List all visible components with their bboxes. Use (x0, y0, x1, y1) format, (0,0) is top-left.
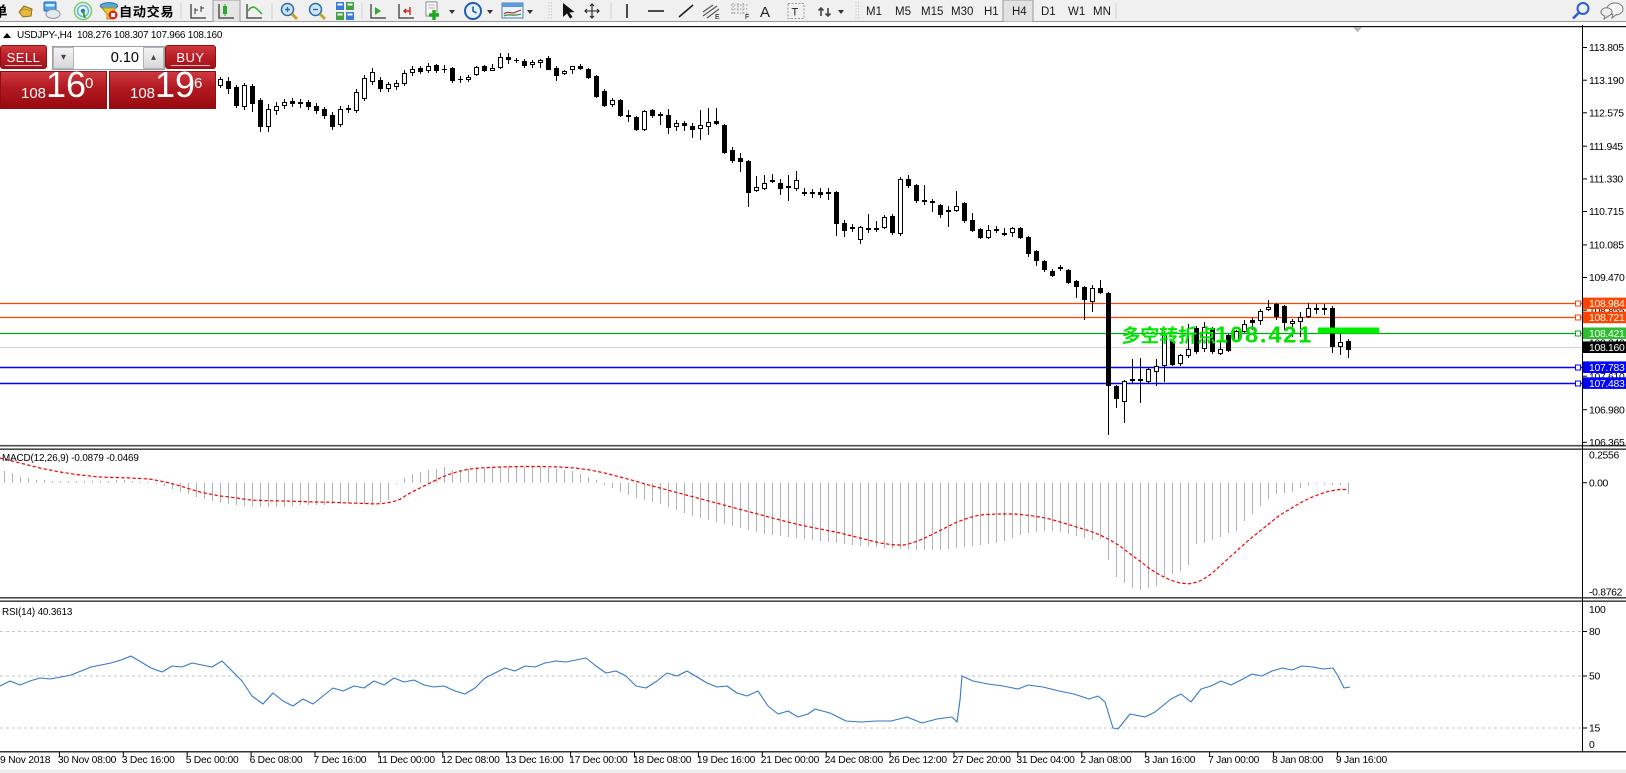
svg-text:108.984: 108.984 (1589, 299, 1625, 310)
svg-text:12 Dec 08:00: 12 Dec 08:00 (441, 755, 500, 766)
svg-text:D1: D1 (1041, 6, 1056, 18)
svg-text:17 Dec 00:00: 17 Dec 00:00 (569, 755, 628, 766)
svg-text:7 Dec 16:00: 7 Dec 16:00 (314, 755, 367, 766)
svg-text:15: 15 (1589, 724, 1600, 735)
svg-text:100: 100 (1589, 605, 1606, 616)
svg-text:H1: H1 (984, 6, 999, 18)
svg-text:50: 50 (1589, 672, 1600, 683)
svg-text:107.783: 107.783 (1589, 363, 1625, 374)
svg-text:5 Dec 00:00: 5 Dec 00:00 (186, 755, 239, 766)
svg-text:F: F (745, 14, 749, 21)
svg-text:T: T (792, 7, 799, 19)
svg-text:0.00: 0.00 (1589, 478, 1609, 489)
svg-text:80: 80 (1589, 627, 1600, 638)
svg-text:6 Dec 08:00: 6 Dec 08:00 (250, 755, 303, 766)
svg-text:E: E (715, 14, 720, 21)
svg-text:30 Nov 08:00: 30 Nov 08:00 (58, 755, 117, 766)
svg-text:21 Dec 00:00: 21 Dec 00:00 (761, 755, 820, 766)
svg-text:A: A (760, 4, 770, 21)
svg-text:3 Jan 16:00: 3 Jan 16:00 (1144, 755, 1196, 766)
svg-text:18 Dec 08:00: 18 Dec 08:00 (633, 755, 692, 766)
svg-text:RSI(14) 40.3613: RSI(14) 40.3613 (2, 607, 73, 618)
svg-text:106.365: 106.365 (1589, 438, 1625, 449)
svg-text:110.085: 110.085 (1589, 241, 1624, 252)
svg-text:110.715: 110.715 (1589, 207, 1624, 218)
svg-text:9 Jan 16:00: 9 Jan 16:00 (1336, 755, 1388, 766)
svg-text:113.190: 113.190 (1589, 76, 1624, 87)
svg-text:113.805: 113.805 (1589, 43, 1624, 54)
svg-text:MACD(12,26,9) -0.0879 -0.0469: MACD(12,26,9) -0.0879 -0.0469 (2, 453, 139, 464)
svg-text:M5: M5 (895, 6, 911, 18)
svg-text:106.980: 106.980 (1589, 405, 1625, 416)
svg-text:MN: MN (1093, 6, 1111, 18)
svg-text:31 Dec 04:00: 31 Dec 04:00 (1016, 755, 1075, 766)
svg-text:13 Dec 16:00: 13 Dec 16:00 (505, 755, 564, 766)
svg-text:7 Jan 00:00: 7 Jan 00:00 (1208, 755, 1260, 766)
svg-text:-0.8762: -0.8762 (1589, 588, 1623, 599)
svg-text:0: 0 (1589, 740, 1595, 751)
svg-text:M30: M30 (951, 6, 973, 18)
svg-text:108.855: 108.855 (1589, 306, 1625, 317)
svg-text:111.330: 111.330 (1589, 175, 1623, 186)
svg-text:9 Nov 2018: 9 Nov 2018 (0, 755, 51, 766)
svg-text:112.575: 112.575 (1589, 108, 1624, 119)
svg-text:108.421: 108.421 (1589, 329, 1625, 340)
svg-text:11 Dec 00:00: 11 Dec 00:00 (377, 755, 435, 766)
svg-text:19 Dec 16:00: 19 Dec 16:00 (697, 755, 756, 766)
svg-text:24 Dec 08:00: 24 Dec 08:00 (825, 755, 884, 766)
svg-text:2 Jan 08:00: 2 Jan 08:00 (1080, 755, 1132, 766)
svg-text:108.421: 108.421 (1215, 321, 1313, 347)
svg-text:8 Jan 08:00: 8 Jan 08:00 (1272, 755, 1324, 766)
svg-text:M15: M15 (921, 6, 943, 18)
svg-text:W1: W1 (1068, 6, 1085, 18)
svg-text:108.160: 108.160 (1589, 343, 1625, 354)
svg-text:111.945: 111.945 (1589, 142, 1623, 153)
svg-text:26 Dec 12:00: 26 Dec 12:00 (889, 755, 948, 766)
svg-text:0.2556: 0.2556 (1589, 451, 1620, 462)
svg-text:108.721: 108.721 (1589, 313, 1625, 324)
svg-text:M1: M1 (866, 6, 882, 18)
svg-text:109.470: 109.470 (1589, 273, 1625, 284)
svg-text:H4: H4 (1012, 6, 1027, 18)
svg-text:3 Dec 16:00: 3 Dec 16:00 (122, 755, 175, 766)
svg-text:107.483: 107.483 (1589, 379, 1625, 390)
svg-text:27 Dec 20:00: 27 Dec 20:00 (953, 755, 1012, 766)
